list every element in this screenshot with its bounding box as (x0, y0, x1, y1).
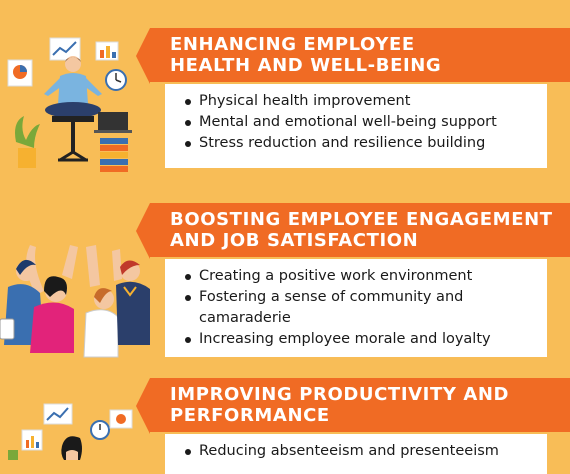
list-item: Stress reduction and resilience building (185, 133, 537, 154)
section-title-line: IMPROVING PRODUCTIVITY AND (170, 384, 510, 405)
bullet-card: Reducing absenteeism and presenteeism (165, 434, 547, 474)
list-item: Creating a positive work environment (185, 266, 537, 287)
section-title-line: BOOSTING EMPLOYEE ENGAGEMENT (170, 209, 553, 230)
list-item: Reducing absenteeism and presenteeism (185, 441, 537, 462)
bullet-card: Physical health improvement Mental and e… (165, 84, 547, 168)
section-title-line: AND JOB SATISFACTION (170, 230, 419, 251)
section-title-banner: BOOSTING EMPLOYEE ENGAGEMENT AND JOB SAT… (136, 203, 570, 259)
section-title-line: HEALTH AND WELL-BEING (170, 55, 442, 76)
section-title-banner: ENHANCING EMPLOYEE HEALTH AND WELL-BEING (136, 28, 570, 84)
section-title-line: ENHANCING EMPLOYEE (170, 34, 415, 55)
section-title-line: PERFORMANCE (170, 405, 330, 426)
list-item: Physical health improvement (185, 91, 537, 112)
list-item: Fostering a sense of community and camar… (185, 287, 537, 329)
section-title-banner: IMPROVING PRODUCTIVITY AND PERFORMANCE (136, 378, 570, 434)
list-item: Mental and emotional well-being support (185, 112, 537, 133)
list-item: Increasing employee morale and loyalty (185, 329, 537, 350)
worker-at-desk-icon (0, 400, 150, 460)
team-high-five-icon (0, 235, 150, 360)
bullet-card: Creating a positive work environment Fos… (165, 259, 547, 357)
meditating-person-icon (0, 30, 150, 180)
